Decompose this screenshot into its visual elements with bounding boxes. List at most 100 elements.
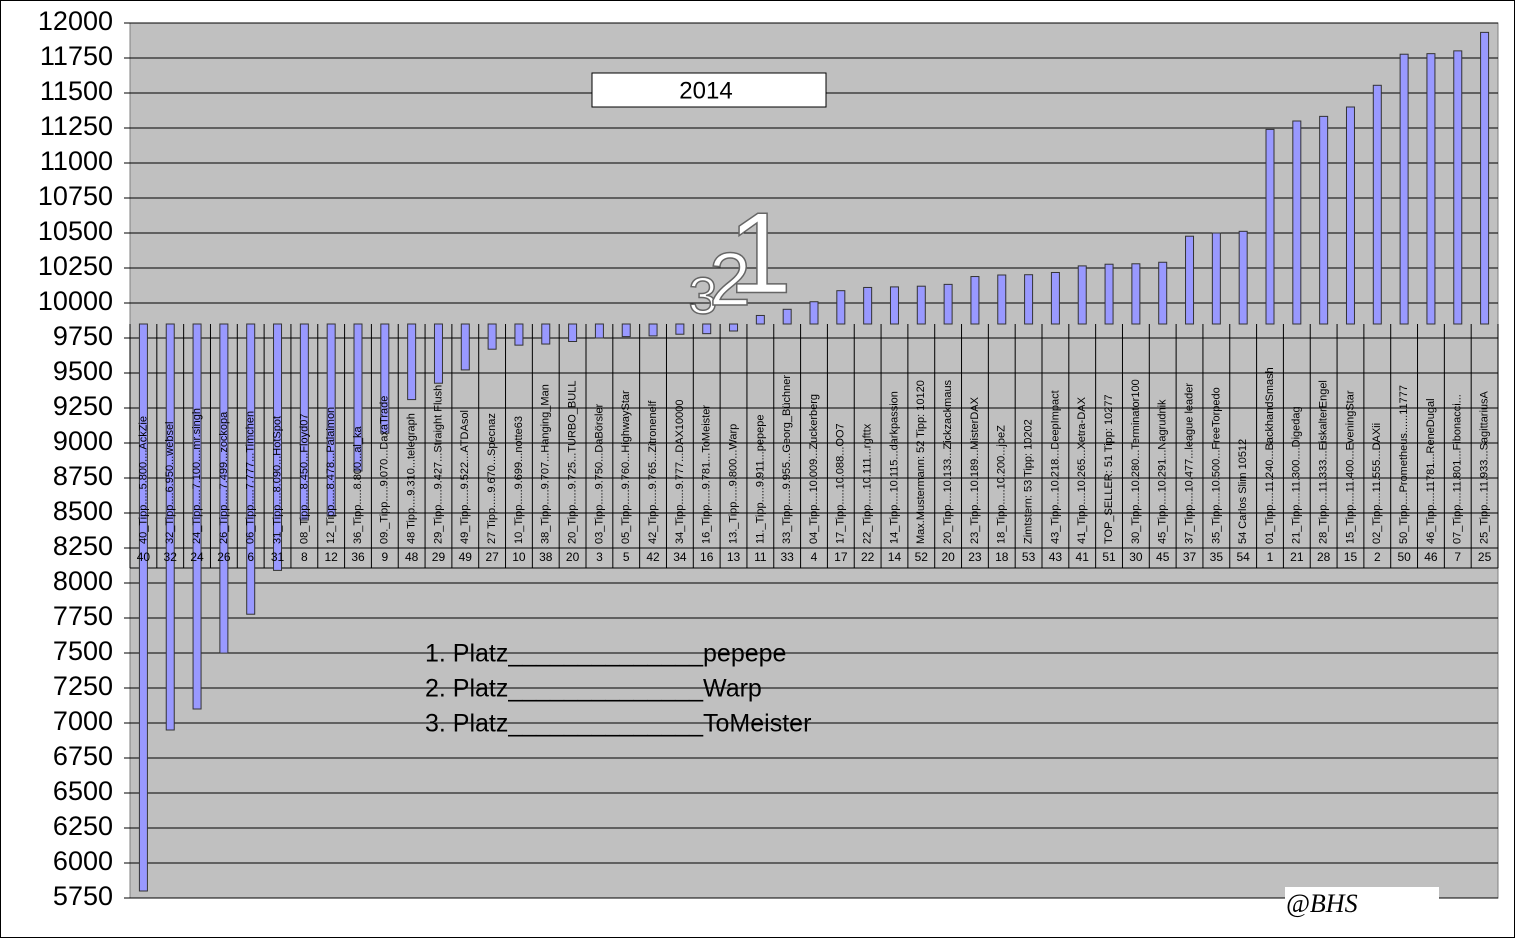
data-label: 36_Tipp.....8.800...al_ka [352, 426, 364, 544]
data-label: 26_Tipp.....7.499...zockopa [218, 411, 230, 544]
category-label: 50 [1397, 550, 1411, 564]
bar [889, 286, 899, 325]
bar [1319, 115, 1329, 325]
category-label: 15 [1344, 550, 1358, 564]
bar [675, 323, 685, 335]
bar [1399, 53, 1409, 325]
rank-annotation: 3 [689, 268, 718, 326]
data-label: 03_Tipp.....9.750...DaBörsler [593, 403, 605, 544]
y-tick-label: 10000 [38, 286, 113, 316]
bar [782, 308, 792, 325]
data-label: 21_Tipp....11.300....Digedag [1291, 406, 1303, 544]
category-label: 23 [968, 550, 982, 564]
data-label: 02_Tipp....11.555...DAXii [1371, 423, 1383, 544]
category-label: 41 [1076, 550, 1090, 564]
category-label: 51 [1102, 550, 1116, 564]
y-tick-label: 10500 [38, 216, 113, 246]
data-label: 18_Tipp.....10.200...joeZ [996, 425, 1008, 544]
data-label: 46_Tipp....11781...ReneDugal [1425, 398, 1437, 544]
bar [353, 323, 363, 472]
category-label: 53 [1022, 550, 1036, 564]
podium-line: 2. Platz______________Warp [425, 675, 762, 703]
category-label: 11 [754, 550, 767, 564]
data-label: Zimtstern: 53 Tipp: 10202 [1022, 419, 1034, 544]
bar [1453, 50, 1463, 325]
bar [1292, 120, 1302, 325]
bar [487, 323, 497, 350]
bar [997, 274, 1007, 325]
label-table [129, 324, 1499, 569]
y-tick-label: 11000 [40, 146, 113, 176]
rank-annotation: 2 [709, 237, 751, 321]
data-label: Max.Mustermann: 52 Tipp: 10120 [915, 380, 927, 544]
y-tick-label: 8750 [53, 461, 113, 491]
category-label: 12 [324, 550, 338, 564]
bar [1480, 31, 1490, 325]
rank-annotation: 1 [728, 189, 792, 317]
bar [1050, 271, 1060, 325]
data-label: 31_Tipp....8.090...HotSpot [271, 416, 283, 544]
data-label: 33_Tipp.....9.955...Georg_Büchner [781, 375, 793, 544]
category-label: 46 [1424, 550, 1438, 564]
bar [648, 323, 658, 337]
y-tick-label: 7750 [53, 601, 113, 631]
bar [380, 323, 390, 434]
data-label: 29_Tipp.....9.427...Straight Flush [432, 385, 444, 544]
bars [138, 31, 1490, 892]
category-label: 5 [623, 550, 630, 564]
y-tick-label: 6250 [53, 811, 113, 841]
category-label: 18 [995, 550, 1009, 564]
bar [219, 323, 229, 654]
y-tick-label: 8000 [53, 566, 113, 596]
data-label: 54 Carlos Slim 10512 [1237, 439, 1249, 544]
category-label: 22 [861, 550, 875, 564]
data-label: 20_Tipp....10.133...Zickzackmaus [942, 379, 954, 544]
bar [514, 323, 524, 346]
category-label: 42 [646, 550, 660, 564]
y-tick-label: 8500 [53, 496, 113, 526]
y-tick-label: 10750 [38, 181, 113, 211]
category-label: 4 [811, 550, 818, 564]
bar [702, 323, 712, 335]
y-tick-label: 6500 [53, 776, 113, 806]
category-label: 2 [1374, 550, 1381, 564]
signature: @BHS [1286, 889, 1358, 918]
category-label: 40 [137, 550, 151, 564]
bar [192, 323, 202, 710]
y-tick-label: 6000 [53, 846, 113, 876]
title-box [591, 72, 827, 108]
data-label: 05_Tipp.....9.760...HighwayStar [620, 390, 632, 544]
data-label: TOP_SELLER: 51 Tipp: 10277 [1103, 394, 1115, 544]
category-label: 35 [1210, 550, 1224, 564]
data-label: 13._Tipp.....9.800...Warp [727, 424, 739, 544]
data-label: 24_Tipp.....7.100....mr.singh [191, 408, 203, 544]
data-label: 50_Tipp....Prometheus......11777 [1398, 385, 1410, 544]
category-label: 20 [566, 550, 580, 564]
bar [138, 323, 148, 892]
data-label: 08_Tipp.....8.450...Floyd07 [298, 414, 310, 544]
data-label: 04_Tipp....10.009...Zuckerberg [808, 394, 820, 544]
y-tick-label: 9000 [53, 426, 113, 456]
category-label: 16 [700, 550, 714, 564]
y-tick-label: 9250 [53, 391, 113, 421]
bar [1158, 261, 1168, 325]
category-label: 8 [301, 550, 308, 564]
category-label: 17 [834, 550, 848, 564]
category-label: 43 [1049, 550, 1063, 564]
category-label: 1 [1267, 550, 1274, 564]
category-label: 37 [1183, 550, 1197, 564]
bar [165, 323, 175, 731]
bar [809, 301, 819, 325]
data-label: 45_Tipp....10.291...Nagrudnik [1157, 399, 1169, 544]
category-label: 3 [596, 550, 603, 564]
bar [1024, 274, 1034, 325]
data-label: 41_Tipp....10.265...Xetra-DAX [1076, 396, 1088, 544]
category-label: 10 [512, 550, 526, 564]
data-label: 09._Tipp.....9.070...DaxaTrade [379, 396, 391, 544]
y-tick-label: 10250 [38, 251, 113, 281]
category-label: 26 [217, 550, 231, 564]
bar [1372, 84, 1382, 325]
bar [1131, 263, 1141, 325]
data-label: 27 Tipp.....9.670...Specnaz [486, 413, 498, 544]
